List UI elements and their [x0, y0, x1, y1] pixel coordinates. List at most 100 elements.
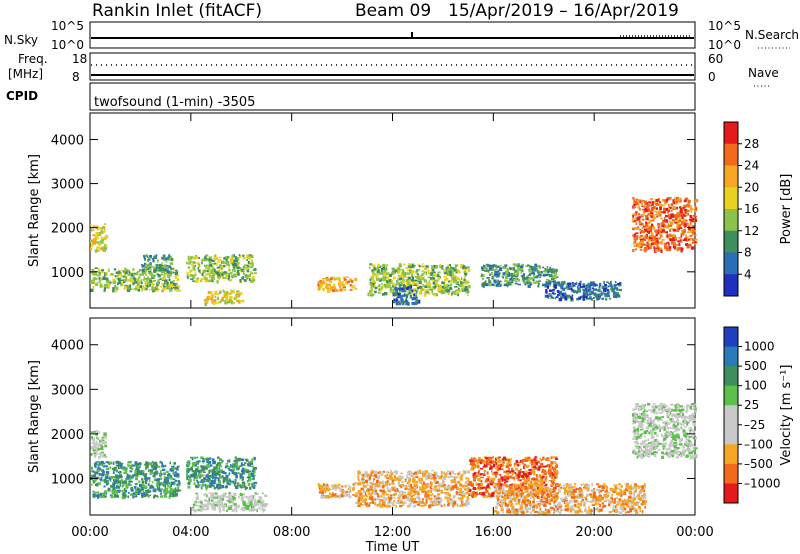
velocity-panel-cell	[407, 496, 410, 499]
velocity-panel-cell	[138, 470, 142, 474]
power-panel-cell	[380, 272, 384, 275]
velocity-panel-cell	[485, 490, 489, 493]
power-panel-cell	[146, 278, 149, 282]
velocity-panel-cell	[357, 490, 361, 494]
power-panel-cell	[656, 231, 660, 235]
power-panel-cell	[246, 254, 249, 258]
velocity-panel-cell	[376, 492, 378, 495]
velocity-panel-cell	[165, 487, 169, 490]
velocity-panel-cell	[550, 461, 554, 464]
velocity-panel-cell	[387, 505, 391, 508]
velocity-panel-cell	[360, 498, 364, 501]
power-panel-cell	[674, 237, 678, 239]
power-panel-cell	[136, 270, 140, 273]
power-panel-cell	[416, 276, 419, 280]
power-panel-cell	[213, 277, 216, 280]
velocity-panel-cell	[364, 498, 368, 501]
velocity-panel-cell	[105, 480, 109, 483]
power-panel-cell	[687, 224, 690, 227]
velocity-panel-cell	[366, 489, 368, 493]
velocity-panel-cell	[464, 488, 467, 491]
velocity-panel-cell	[453, 502, 456, 506]
velocity-panel-cell	[451, 499, 454, 503]
velocity-panel-cell	[398, 499, 402, 502]
velocity-panel-cell	[103, 485, 106, 488]
power-panel-cell	[607, 285, 610, 288]
velocity-panel-cell	[361, 495, 365, 497]
power-panel-cell	[431, 290, 433, 294]
power-panel-cell	[440, 288, 444, 291]
power-panel-cell	[464, 267, 468, 269]
power-panel-cell	[467, 284, 471, 289]
velocity-panel-cell	[359, 494, 362, 499]
velocity-panel-cell	[96, 468, 100, 471]
velocity-panel-cell	[417, 492, 420, 496]
power-panel-cell	[591, 287, 594, 290]
velocity-panel-cell	[490, 461, 494, 465]
power-panel-cell	[174, 272, 178, 276]
velocity-panel-cell	[192, 503, 196, 507]
power-panel-cell	[221, 296, 224, 299]
power-panel-cell	[568, 282, 572, 285]
velocity-panel-cell	[406, 477, 410, 479]
velocity-panel-cell	[459, 494, 461, 496]
velocity-panel-cell	[204, 499, 208, 502]
velocity-panel-cell	[168, 495, 171, 499]
velocity-panel-cell	[458, 504, 461, 508]
power-panel-cell	[430, 272, 434, 276]
power-panel-cell	[124, 278, 126, 280]
velocity-panel-cell	[393, 500, 396, 503]
velocity-panel-cell	[516, 461, 520, 464]
power-panel-cell	[692, 230, 696, 233]
power-panel-cell	[161, 266, 165, 268]
velocity-panel-cell	[215, 468, 219, 472]
velocity-panel-cell	[118, 461, 122, 465]
power-panel-cell	[670, 228, 674, 230]
velocity-panel-cell	[142, 490, 145, 494]
velocity-panel-cell	[123, 466, 125, 469]
velocity-panel-cell	[374, 470, 376, 474]
power-panel-cell	[218, 264, 222, 267]
power-panel-cell	[593, 281, 595, 284]
velocity-panel-cell	[501, 490, 505, 493]
velocity-panel-cell	[222, 481, 225, 484]
velocity-panel-cell	[523, 463, 526, 467]
power-panel-cell	[104, 234, 109, 239]
velocity-panel-cell	[532, 478, 536, 481]
power-panel-cell	[588, 297, 590, 300]
power-panel-cell	[670, 203, 674, 207]
velocity-panel-cell	[148, 462, 152, 466]
velocity-panel-cell	[418, 471, 422, 475]
power-panel-cell	[372, 264, 376, 268]
power-panel-cell	[495, 266, 498, 271]
power-panel-cell	[656, 247, 659, 250]
power-panel-cell	[554, 268, 558, 272]
velocity-panel-cell	[95, 429, 98, 433]
power-panel-cell	[155, 288, 159, 292]
power-panel-cell	[610, 287, 614, 291]
power-panel-cell	[433, 265, 437, 269]
power-panel-cell	[393, 298, 396, 301]
power-panel-cell	[499, 268, 503, 272]
power-panel-cell	[424, 265, 427, 267]
velocity-panel-cell	[528, 468, 532, 472]
velocity-panel-cell	[374, 501, 376, 506]
power-panel-cell	[247, 256, 252, 260]
power-panel-cell	[367, 293, 370, 297]
power-panel-cell	[632, 220, 636, 223]
power-panel-cell	[689, 207, 694, 211]
velocity-panel-cell	[381, 492, 386, 496]
power-panel-cell	[564, 297, 568, 301]
velocity-panel-cell	[262, 492, 264, 495]
power-panel-cell	[502, 276, 505, 279]
velocity-panel-cell	[157, 487, 159, 491]
power-panel-cell	[151, 277, 154, 279]
velocity-panel-cell	[160, 495, 164, 498]
power-panel-cell	[338, 284, 341, 286]
power-panel-cell	[231, 269, 234, 272]
power-panel-cell	[151, 286, 153, 288]
power-panel-cell	[99, 283, 103, 287]
power-panel-cell	[680, 209, 683, 213]
power-panel-cell	[170, 266, 172, 270]
power-panel-cell	[139, 273, 142, 276]
